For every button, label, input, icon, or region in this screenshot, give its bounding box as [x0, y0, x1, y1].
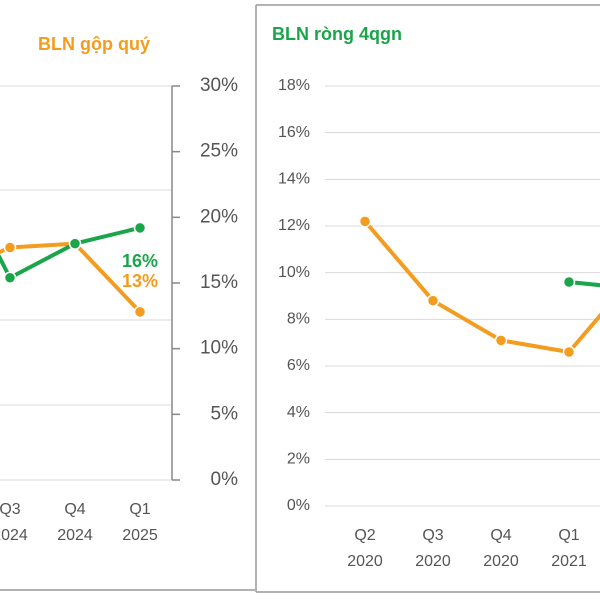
- y-tick-label: 6%: [287, 357, 310, 374]
- x-tick-label: Q32024: [0, 501, 28, 544]
- x-tick-label: Q4 2024: [57, 501, 93, 544]
- y-tick-label: 16%: [278, 124, 310, 141]
- y-tick-label: 0%: [287, 497, 310, 514]
- x-tick-label: Q1 2021: [551, 527, 587, 570]
- series-line: [0, 241, 142, 314]
- annotation: 16%: [122, 251, 158, 271]
- data-point: [3, 241, 17, 254]
- data-point: [133, 305, 147, 319]
- y-tick-label: 12%: [278, 217, 310, 234]
- y-tick-label: 20%: [200, 206, 238, 227]
- data-point: [3, 271, 17, 284]
- annotation: 13%: [122, 271, 158, 291]
- y-tick-label: 25%: [200, 141, 238, 162]
- y-tick-label: 4%: [287, 404, 310, 421]
- chart-title: BLN ròng 4qgn: [272, 24, 402, 44]
- y-tick-label: 5%: [211, 403, 239, 424]
- x-tick-label: Q4 2020: [483, 527, 519, 570]
- y-tick-label: 15%: [200, 272, 238, 293]
- y-tick-label: 14%: [278, 171, 310, 188]
- data-point: [494, 334, 508, 347]
- chart-title: BLN gộp quý: [38, 34, 150, 54]
- y-tick-label: 2%: [287, 451, 310, 468]
- y-tick-label: 18%: [278, 77, 310, 94]
- y-tick-label: 0%: [211, 469, 239, 490]
- series-line: [568, 280, 600, 288]
- x-tick-label: Q3 2020: [415, 527, 451, 570]
- y-tick-label: 10%: [200, 338, 238, 359]
- y-tick-label: 10%: [278, 264, 310, 281]
- panel-right: BLN ròng 4qgn 0% 2% 4% 6% 8% 10% 12% 14% 16% 18% Q2…: [272, 24, 600, 570]
- data-point: [358, 215, 372, 228]
- data-point: [562, 275, 576, 289]
- data-point: [133, 221, 147, 235]
- left-gridlines: [0, 85, 172, 481]
- x-tick-label: Q2 2020: [347, 527, 383, 570]
- x-tick-label: Q1 2025: [122, 501, 158, 544]
- data-point: [68, 237, 82, 250]
- data-point: [426, 294, 440, 307]
- y-tick-label: 8%: [287, 311, 310, 328]
- panel-left: BLN gộp quý 0% 5% 10% 15% 20% 25% 30% Q32024 Q420…: [0, 34, 238, 544]
- y-tick-label: 30%: [200, 75, 238, 96]
- data-point: [562, 345, 576, 359]
- series-line: [0, 225, 141, 280]
